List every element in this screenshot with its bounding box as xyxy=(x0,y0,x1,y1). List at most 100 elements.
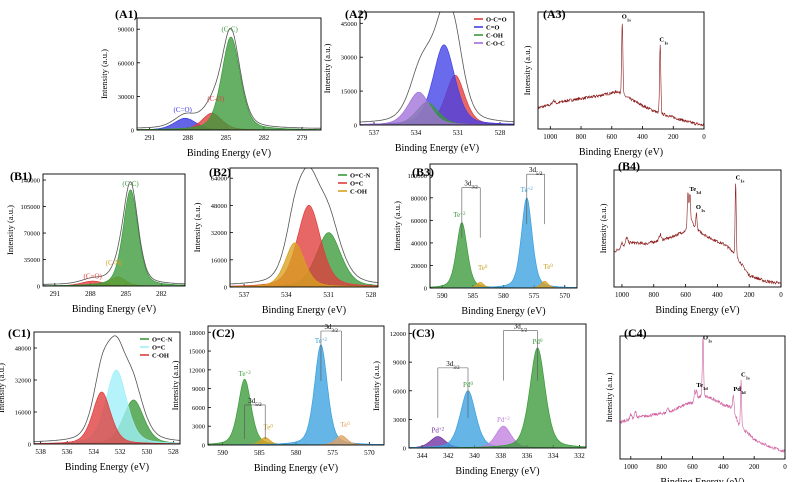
x-tick-label: 282 xyxy=(259,134,270,142)
bracket-label: 3d3/2 xyxy=(446,360,460,371)
x-tick-label: 282 xyxy=(156,290,167,298)
x-tick-label: 570 xyxy=(364,449,375,457)
x-axis-label: Binding Energy (eV) xyxy=(187,148,271,159)
plot-area xyxy=(538,23,704,127)
y-axis-label: Intensity (a.u.) xyxy=(99,49,109,99)
panel-label: (C2) xyxy=(212,326,235,340)
x-axis-label: Binding Energy (eV) xyxy=(660,477,744,482)
x-tick-label: 288 xyxy=(85,290,96,298)
y-axis-label: Intensity (a.u.) xyxy=(5,205,15,255)
x-tick-label: 0 xyxy=(702,133,706,141)
y-tick-label: 105000 xyxy=(21,204,41,211)
x-tick-label: 600 xyxy=(607,133,618,141)
panel-label: (A3) xyxy=(543,7,566,21)
peak-label: Te+2 xyxy=(521,186,534,194)
y-axis-label: Intensity (a.u.) xyxy=(604,372,614,422)
x-tick-label: 580 xyxy=(498,292,509,300)
peak-label: Pd+2 xyxy=(431,427,444,435)
y-tick-label: 9000 xyxy=(192,386,205,393)
y-tick-label: 6000 xyxy=(393,388,406,395)
x-tick-label: 344 xyxy=(417,452,428,460)
x-tick-label: 530 xyxy=(142,448,153,456)
peak-label: Pd0 xyxy=(463,381,473,389)
x-tick-label: 534 xyxy=(281,291,292,299)
x-tick-label: 0 xyxy=(779,291,783,299)
x-tick-label: 800 xyxy=(649,291,660,299)
peak-label: (C=O) xyxy=(84,272,103,280)
envelope-line xyxy=(34,335,180,442)
x-tick-label: 580 xyxy=(291,449,302,457)
x-tick-label: 575 xyxy=(529,292,540,300)
panel-label: (A1) xyxy=(115,7,138,21)
survey-line xyxy=(614,183,781,285)
x-tick-label: 340 xyxy=(469,452,480,460)
y-axis-label: Intensity (a.u.) xyxy=(392,201,402,251)
x-tick-label: 200 xyxy=(749,463,760,471)
y-tick-label: 60000 xyxy=(118,60,134,67)
panel-b2: (B2) Binding Energy (eV) Intensity (a.u.) 5… xyxy=(192,165,379,316)
peak-te-2-3d5-2 xyxy=(208,378,384,445)
y-tick-label: 48000 xyxy=(211,203,227,210)
element-annotation: O1s xyxy=(622,13,631,22)
legend-entry: O=C-N xyxy=(350,173,371,180)
x-tick-label: 590 xyxy=(437,292,448,300)
y-tick-label: 0 xyxy=(202,443,205,450)
y-tick-label: 32000 xyxy=(211,230,227,237)
bracket-label: 3d5/2 xyxy=(514,323,528,334)
peak-label: Te+2 xyxy=(315,337,328,345)
x-tick-label: 800 xyxy=(576,133,587,141)
y-axis-label: Intensity (a.u.) xyxy=(522,45,532,95)
panel-c2: (C2) Binding Energy (eV) Intensity (a.u.) 5… xyxy=(170,323,385,474)
panel-a2: (A2) Binding Energy (eV) Intensity (a.u.) 5… xyxy=(322,7,515,154)
panel-label: (C3) xyxy=(412,326,435,340)
y-tick-label: 100000 xyxy=(408,173,428,180)
plot-area xyxy=(620,337,785,453)
peak-label: Pd0 xyxy=(533,338,543,346)
y-tick-label: 12000 xyxy=(189,367,205,374)
y-tick-label: 0 xyxy=(424,286,427,293)
element-annotation: O1s xyxy=(703,335,712,344)
panel-c3: (C3) Binding Energy (eV) Intensity (a.u.) 3… xyxy=(371,323,587,477)
survey-line xyxy=(620,337,785,453)
plot-area xyxy=(137,27,321,130)
y-tick-label: 30000 xyxy=(341,55,357,62)
panel-c4: (C4) Binding Energy (eV) Intensity (a.u.) 1… xyxy=(604,326,787,482)
peak-te-2-3d5-2 xyxy=(430,222,577,288)
y-axis-label: Intensity (a.u.) xyxy=(322,43,332,93)
peak-label: (C-O) xyxy=(207,95,224,103)
x-axis-label: Binding Energy (eV) xyxy=(395,143,479,154)
y-axis-label: Intensity (a.u.) xyxy=(170,360,180,410)
panel-label: (B2) xyxy=(209,165,231,179)
x-tick-label: 285 xyxy=(121,290,132,298)
x-tick-label: 531 xyxy=(323,291,334,299)
x-tick-label: 200 xyxy=(744,291,755,299)
y-tick-label: 15000 xyxy=(189,349,205,356)
x-tick-label: 600 xyxy=(680,291,691,299)
legend-entry: O=C xyxy=(350,181,364,188)
plot-area xyxy=(230,168,378,287)
plot-frame xyxy=(408,323,587,449)
y-axis-label: Intensity (a.u.) xyxy=(0,363,6,413)
plot-frame xyxy=(229,167,379,288)
legend-entry: O=C xyxy=(152,345,166,352)
x-axis-label: Binding Energy (eV) xyxy=(461,306,545,317)
x-tick-label: 585 xyxy=(468,292,479,300)
y-tick-label: 35000 xyxy=(24,257,40,264)
panel-label: (B4) xyxy=(618,159,640,173)
y-tick-label: 0 xyxy=(37,284,40,291)
element-annotation: Pd3d xyxy=(733,386,746,395)
y-tick-label: 40000 xyxy=(411,240,427,247)
y-tick-label: 16000 xyxy=(211,257,227,264)
peak-label: (C-N) xyxy=(106,259,123,267)
legend-entry: C-O-C xyxy=(486,41,505,48)
y-tick-label: 90000 xyxy=(118,27,134,34)
envelope-line xyxy=(360,12,514,123)
peak-o-c xyxy=(230,205,378,287)
y-tick-label: 12000 xyxy=(390,331,406,338)
peak-c-oh xyxy=(230,242,378,287)
x-tick-label: 1000 xyxy=(543,133,558,141)
peak-label: Te+2 xyxy=(239,370,252,378)
legend-entry: C-OH xyxy=(350,189,367,196)
x-axis-label: Binding Energy (eV) xyxy=(72,304,156,315)
